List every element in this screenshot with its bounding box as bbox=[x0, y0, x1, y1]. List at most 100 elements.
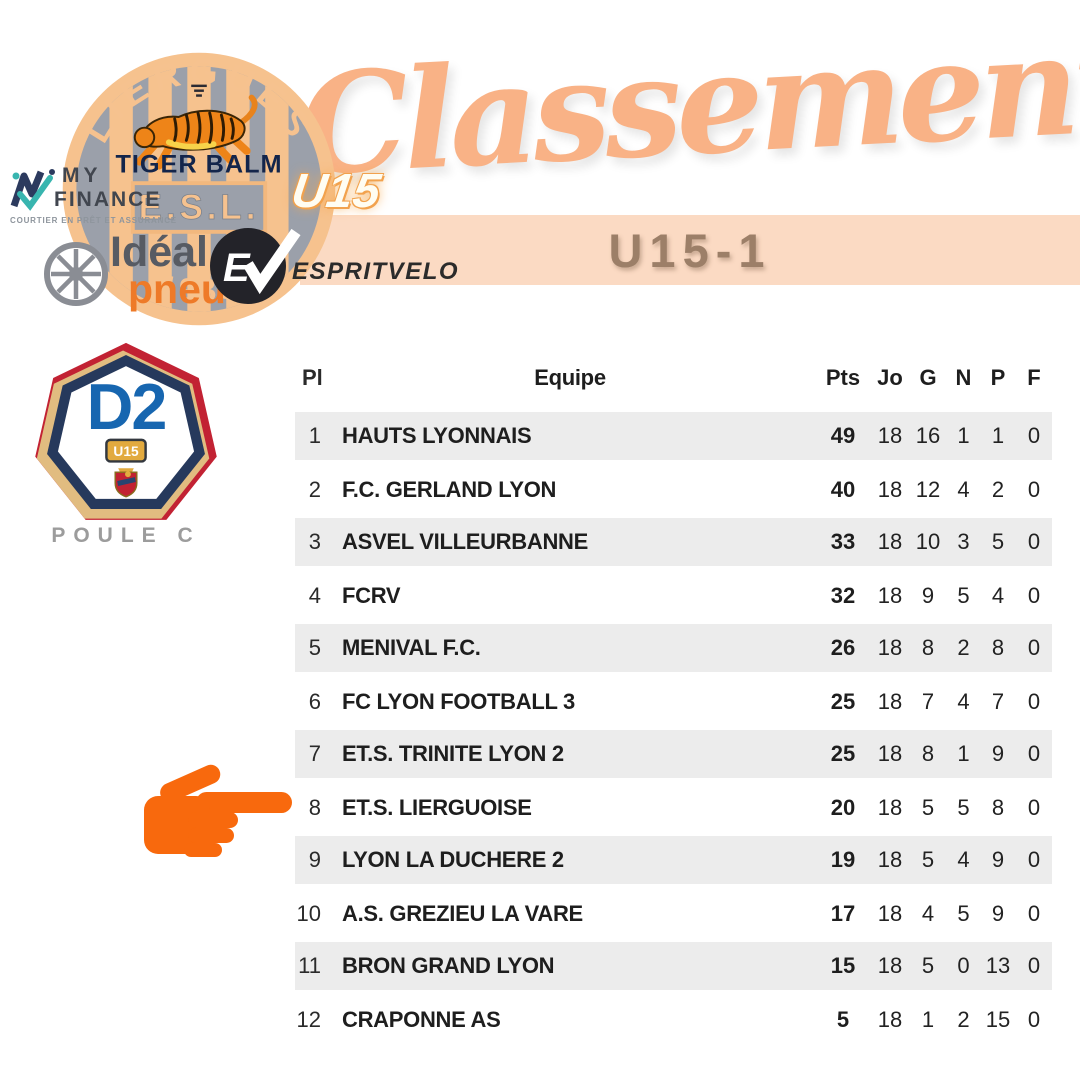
rank-cell: 12 bbox=[296, 1006, 321, 1032]
rank-cell: 6 bbox=[308, 688, 321, 714]
losses-cell: 9 bbox=[991, 847, 1005, 872]
standings-table: Pl Equipe Pts Jo G N P F 1 HAUTS LYONNAI… bbox=[295, 360, 1052, 1046]
table-row: 8 ET.S. LIERGUOISE 20 18 5 5 8 0 bbox=[295, 781, 1052, 834]
forfeits-cell: 0 bbox=[1027, 476, 1041, 502]
losses-cell: 1 bbox=[991, 423, 1005, 448]
wins-cell: 5 bbox=[921, 847, 935, 872]
wins-cell: 10 bbox=[915, 529, 941, 554]
esprit-velo-name: ESPRITVELO bbox=[292, 258, 460, 285]
draws-cell: 1 bbox=[957, 741, 970, 766]
header-played: Jo bbox=[877, 365, 903, 390]
table-header-row: Pl Equipe Pts Jo G N P F bbox=[295, 360, 1052, 396]
my-finance-tagline: COURTIER EN PRÊT ET ASSURANCE bbox=[10, 216, 177, 225]
rank-cell: 7 bbox=[308, 741, 321, 766]
table-row: 1 HAUTS LYONNAIS 49 18 16 1 1 0 bbox=[295, 410, 1052, 463]
wins-cell: 4 bbox=[921, 900, 935, 926]
losses-cell: 13 bbox=[985, 953, 1011, 978]
forfeits-cell: 0 bbox=[1027, 582, 1041, 608]
team-cell: LYON LA DUCHERE 2 bbox=[342, 847, 564, 872]
played-cell: 18 bbox=[877, 741, 903, 766]
draws-cell: 5 bbox=[957, 582, 970, 608]
header-forfeits: F bbox=[1027, 365, 1041, 390]
points-cell: 15 bbox=[830, 953, 856, 978]
wins-cell: 7 bbox=[921, 688, 935, 714]
table-row: 7 ET.S. TRINITE LYON 2 25 18 8 1 9 0 bbox=[295, 728, 1052, 781]
division-category-label: U15 bbox=[113, 444, 139, 459]
table-row: 2 F.C. GERLAND LYON 40 18 12 4 2 0 bbox=[295, 463, 1052, 516]
forfeits-cell: 0 bbox=[1027, 847, 1041, 872]
points-cell: 49 bbox=[830, 423, 856, 448]
rank-cell: 5 bbox=[308, 635, 321, 660]
points-cell: 17 bbox=[830, 900, 856, 926]
ideal-pneu-name-line2: pneu bbox=[128, 266, 226, 312]
sponsor-ideal-pneu: Idéal pneu bbox=[40, 228, 250, 314]
header-points: Pts bbox=[825, 365, 861, 390]
ideal-pneu-name-line1: Idéal bbox=[110, 228, 208, 276]
draws-cell: 4 bbox=[957, 476, 970, 502]
played-cell: 18 bbox=[877, 900, 903, 926]
team-cell: ET.S. LIERGUOISE bbox=[342, 794, 532, 820]
losses-cell: 9 bbox=[991, 900, 1005, 926]
forfeits-cell: 0 bbox=[1027, 423, 1041, 448]
points-cell: 25 bbox=[830, 741, 856, 766]
team-cell: MENIVAL F.C. bbox=[342, 635, 481, 660]
seal-mark-icon bbox=[191, 84, 207, 97]
page-title: Classement bbox=[294, 0, 1080, 207]
header-rank: Pl bbox=[302, 365, 323, 390]
esprit-velo-logo-icon: E bbox=[210, 228, 301, 304]
points-cell: 32 bbox=[830, 582, 856, 608]
losses-cell: 7 bbox=[991, 688, 1005, 714]
table-row: 5 MENIVAL F.C. 26 18 8 2 8 0 bbox=[295, 622, 1052, 675]
played-cell: 18 bbox=[877, 1006, 903, 1032]
forfeits-cell: 0 bbox=[1027, 953, 1041, 978]
category-banner: U15-1 bbox=[300, 215, 1080, 285]
draws-cell: 4 bbox=[957, 847, 970, 872]
forfeits-cell: 0 bbox=[1027, 741, 1041, 766]
played-cell: 18 bbox=[877, 529, 903, 554]
club-initials: E.S.L. bbox=[139, 188, 260, 227]
wins-cell: 8 bbox=[921, 741, 935, 766]
rank-cell: 11 bbox=[298, 953, 321, 978]
rank-cell: 4 bbox=[308, 582, 321, 608]
points-cell: 20 bbox=[830, 794, 856, 820]
wins-cell: 8 bbox=[921, 635, 935, 660]
my-finance-name-line2: FINANCE bbox=[54, 188, 162, 211]
team-cell: HAUTS LYONNAIS bbox=[342, 423, 532, 448]
poule-label: POULE C bbox=[51, 524, 201, 547]
rank-cell: 10 bbox=[296, 900, 321, 926]
points-cell: 26 bbox=[830, 635, 856, 660]
forfeits-cell: 0 bbox=[1027, 529, 1041, 554]
losses-cell: 2 bbox=[991, 476, 1005, 502]
wins-cell: 9 bbox=[921, 582, 935, 608]
header-draws: N bbox=[955, 365, 972, 390]
team-cell: FCRV bbox=[342, 582, 401, 608]
forfeits-cell: 0 bbox=[1027, 1006, 1041, 1032]
played-cell: 18 bbox=[877, 794, 903, 820]
my-finance-name-line1: MY bbox=[62, 164, 102, 187]
club-category-label: U15 bbox=[288, 165, 384, 218]
wheel-icon bbox=[44, 242, 108, 306]
team-cell: BRON GRAND LYON bbox=[342, 953, 555, 978]
brand-text: TIGER BALM bbox=[115, 150, 282, 178]
played-cell: 18 bbox=[877, 423, 903, 448]
category-banner-label: U15-1 bbox=[608, 223, 772, 277]
table-row: 3 ASVEL VILLEURBANNE 33 18 10 3 5 0 bbox=[295, 516, 1052, 569]
header-team: Equipe bbox=[534, 365, 606, 390]
wins-cell: 1 bbox=[921, 1006, 935, 1032]
table-row: 12 CRAPONNE AS 5 18 1 2 15 0 bbox=[295, 993, 1052, 1046]
losses-cell: 8 bbox=[991, 794, 1005, 820]
team-cell: FC LYON FOOTBALL 3 bbox=[342, 688, 575, 714]
sponsor-my-finance: MY FINANCE COURTIER EN PRÊT ET ASSURANCE bbox=[8, 164, 178, 228]
team-cell: ET.S. TRINITE LYON 2 bbox=[342, 741, 564, 766]
forfeits-cell: 0 bbox=[1027, 900, 1041, 926]
rank-cell: 1 bbox=[308, 423, 321, 448]
losses-cell: 15 bbox=[985, 1006, 1011, 1032]
team-cell: F.C. GERLAND LYON bbox=[342, 476, 557, 502]
rank-cell: 9 bbox=[308, 847, 321, 872]
played-cell: 18 bbox=[877, 582, 903, 608]
wins-cell: 12 bbox=[915, 476, 941, 502]
table-row: 4 FCRV 32 18 9 5 4 0 bbox=[295, 569, 1052, 622]
played-cell: 18 bbox=[877, 847, 903, 872]
played-cell: 18 bbox=[877, 635, 903, 660]
played-cell: 18 bbox=[877, 476, 903, 502]
